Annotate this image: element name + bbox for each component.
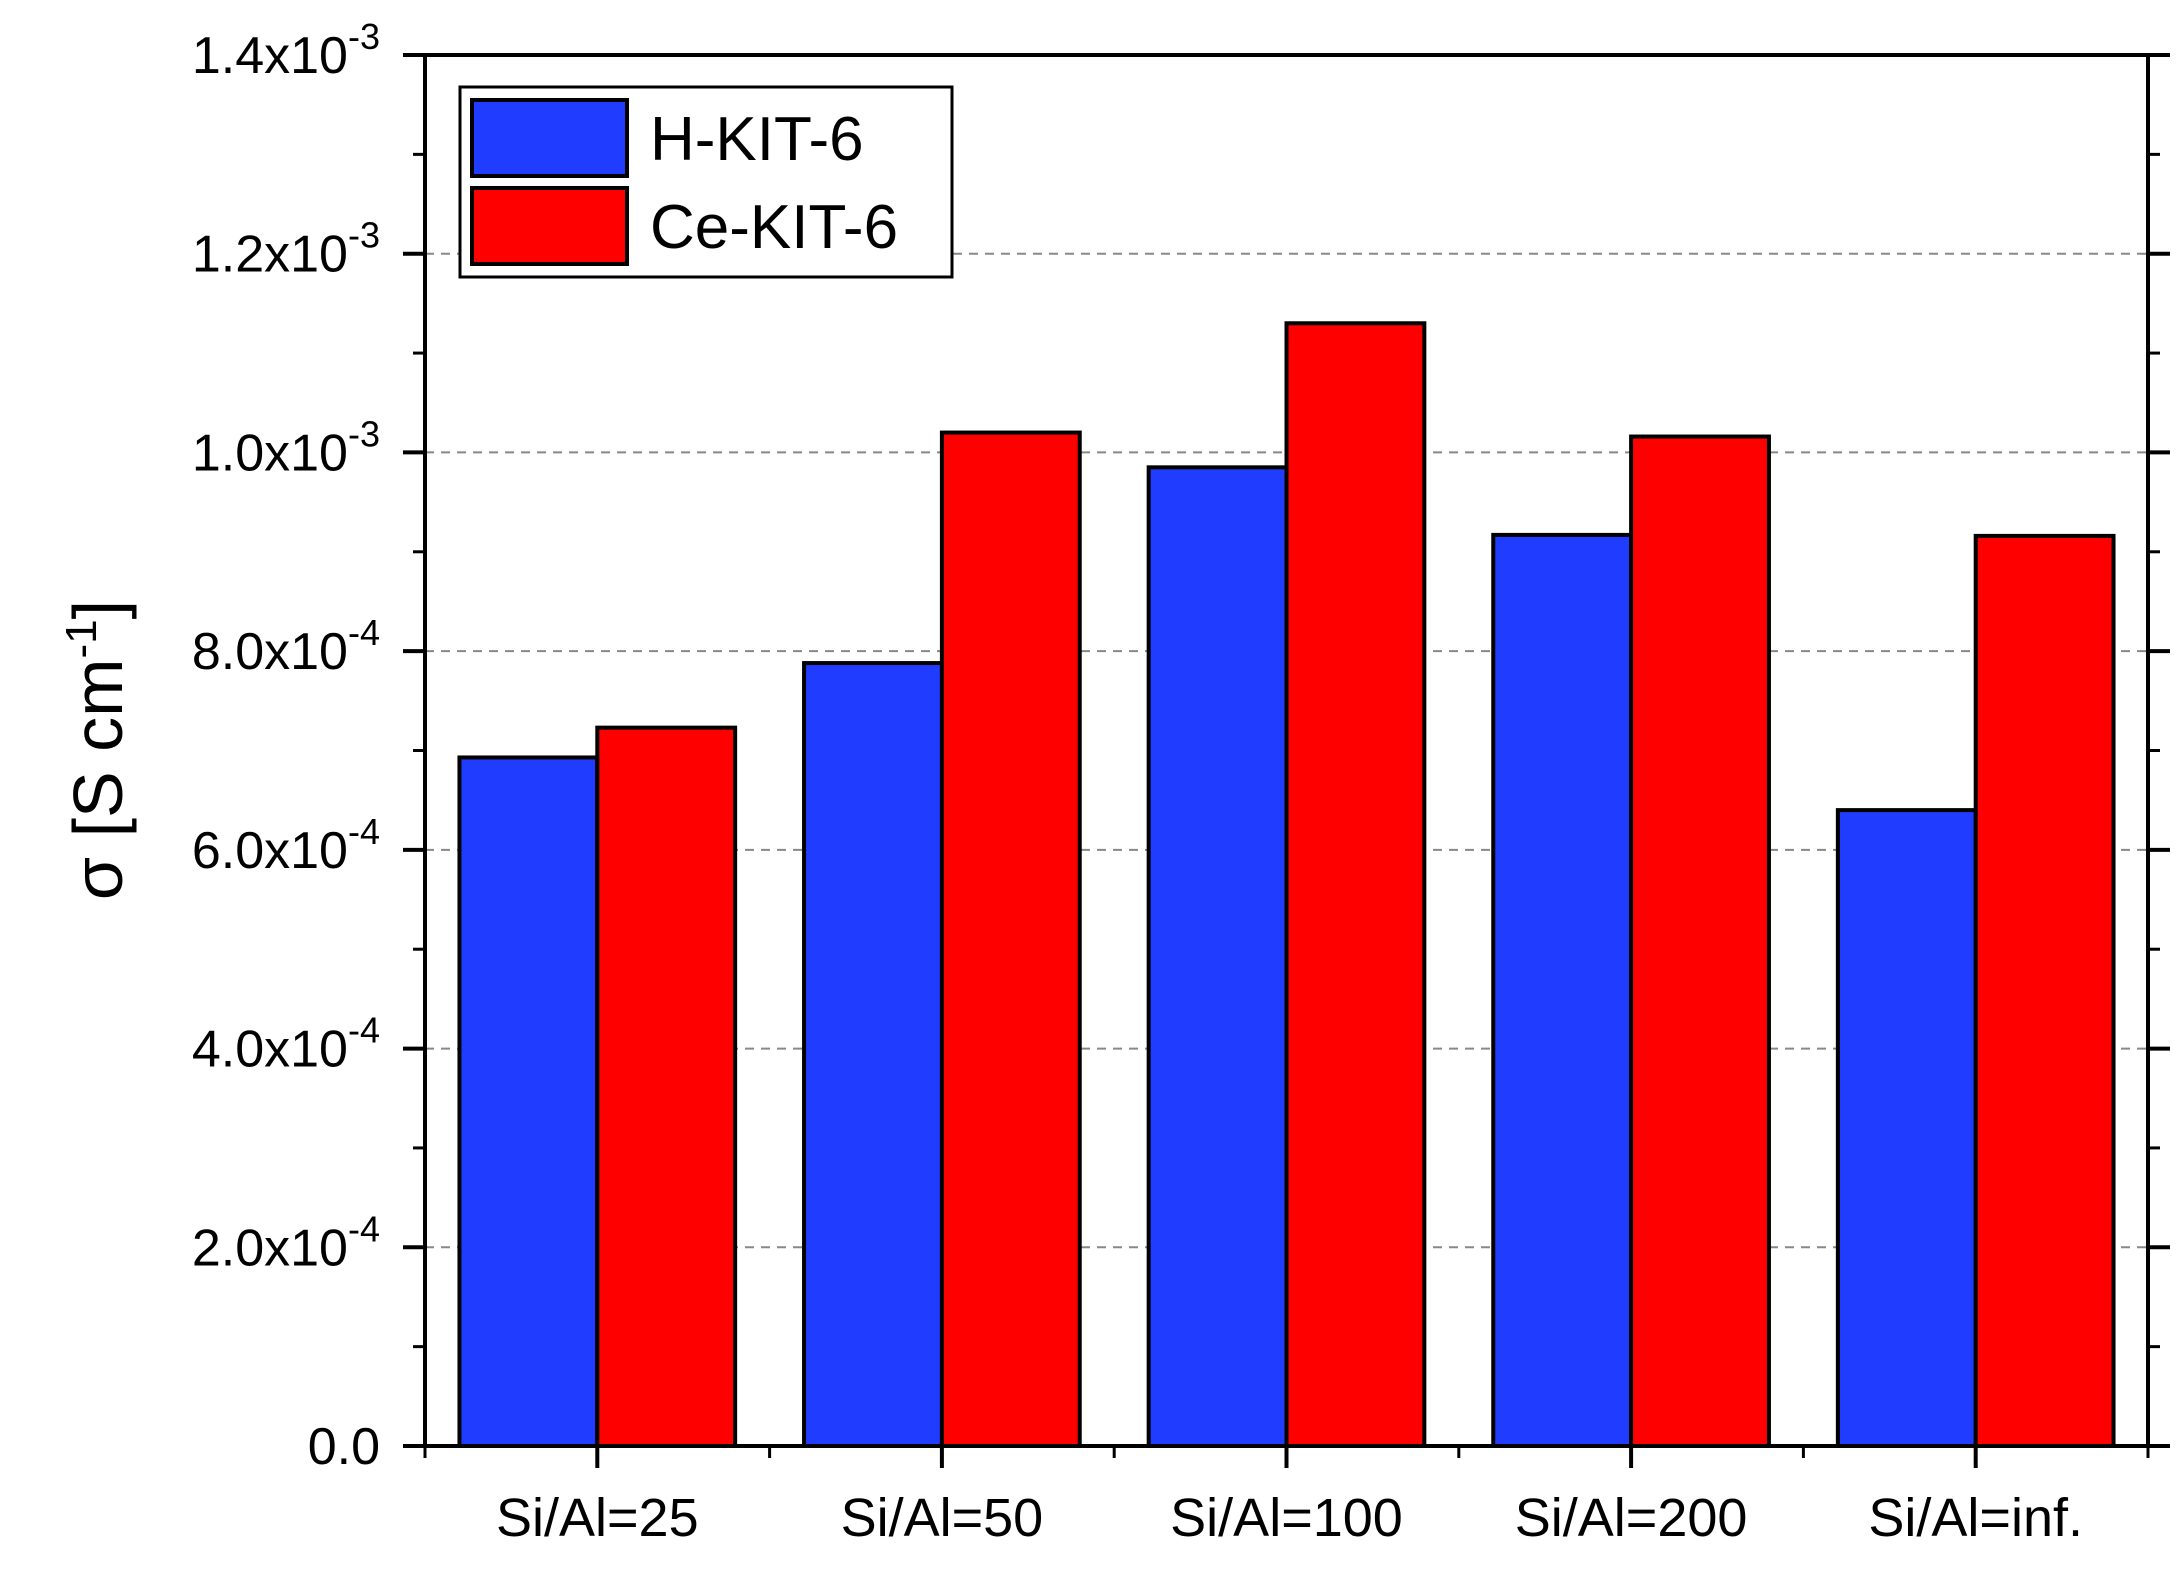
bar-h-kit-6-2 — [1146, 465, 1289, 1448]
y-tick-label-0: 0.0 — [308, 1418, 380, 1476]
y-axis-title: σ [S cm-1] — [57, 600, 137, 900]
legend-swatch-h-kit-6 — [470, 98, 629, 178]
bar-h-kit-6-0 — [457, 755, 600, 1448]
bars — [457, 321, 2116, 1448]
y-tick-label-1: 2.0x10-4 — [192, 1208, 380, 1277]
y-tick-label-2: 4.0x10-4 — [192, 1010, 380, 1079]
axis-ticks — [403, 53, 2170, 1468]
x-tick-label-1: Si/Al=50 — [841, 1488, 1044, 1548]
y-tick-label-6: 1.2x10-3 — [192, 215, 380, 284]
y-tick-label-5: 1.0x10-3 — [192, 413, 380, 482]
bar-ce-kit-6-1 — [939, 430, 1082, 1448]
legend-label-h-kit-6: H-KIT-6 — [650, 105, 864, 174]
y-tick-labels: 0.0 2.0x10-4 4.0x10-4 6.0x10-4 8.0x10-4 1.0x1… — [192, 16, 380, 1476]
bar-ce-kit-6-4 — [1973, 533, 2116, 1448]
bar-h-kit-6-1 — [802, 661, 944, 1448]
y-tick-label-4: 8.0x10-4 — [192, 612, 380, 681]
bar-ce-kit-6-2 — [1284, 321, 1427, 1448]
y-tick-label-7: 1.4x10-3 — [192, 16, 380, 85]
x-tick-label-2: Si/Al=100 — [1170, 1488, 1403, 1548]
bar-h-kit-6-4 — [1835, 808, 1978, 1448]
legend-swatch-ce-kit-6 — [470, 186, 629, 266]
x-tick-label-3: Si/Al=200 — [1515, 1488, 1748, 1548]
bar-h-kit-6-3 — [1491, 532, 1634, 1448]
bar-ce-kit-6-3 — [1629, 434, 1771, 1448]
legend: H-KIT-6 Ce-KIT-6 — [458, 85, 954, 279]
x-tick-labels: Si/Al=25 Si/Al=50 Si/Al=100 Si/Al=200 Si/Al=… — [496, 1488, 2083, 1548]
x-tick-label-4: Si/Al=inf. — [1868, 1488, 2083, 1548]
y-tick-label-3: 6.0x10-4 — [192, 811, 380, 880]
bar-ce-kit-6-0 — [595, 725, 738, 1448]
x-tick-label-0: Si/Al=25 — [496, 1488, 699, 1548]
legend-label-ce-kit-6: Ce-KIT-6 — [650, 193, 898, 262]
